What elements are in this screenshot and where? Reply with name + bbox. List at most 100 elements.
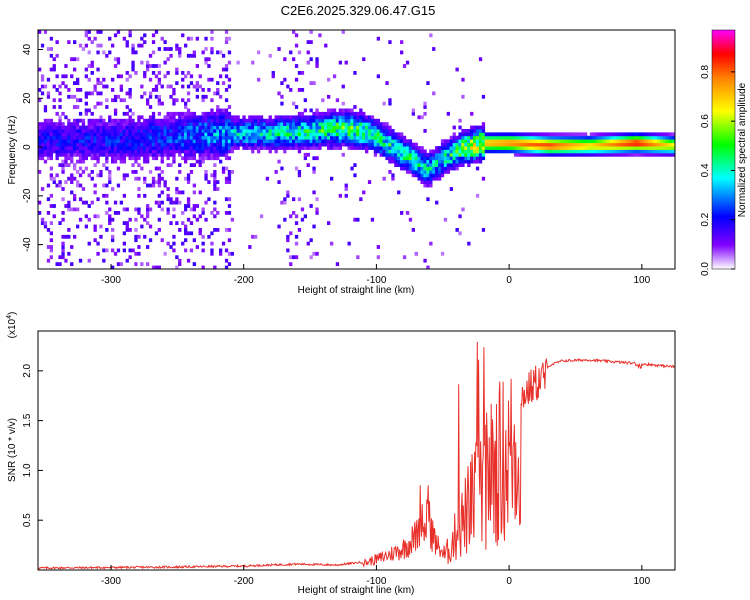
heatmap-cell: [143, 33, 147, 38]
heatmap-cell: [388, 156, 392, 161]
heatmap-cell: [122, 146, 126, 150]
heatmap-cell: [467, 135, 471, 140]
heatmap-cell: [330, 135, 334, 140]
heatmap-cell: [280, 81, 284, 85]
heatmap-cell: [140, 152, 144, 157]
heatmap-cell: [151, 132, 156, 137]
heatmap-cell: [309, 122, 313, 126]
heatmap-cell: [52, 98, 56, 103]
heatmap-cell: [435, 156, 439, 161]
heatmap-cell: [315, 129, 319, 133]
heatmap-cell: [46, 152, 51, 157]
heatmap-cell: [70, 122, 74, 126]
heatmap-cell: [99, 132, 103, 137]
heatmap-cell: [99, 170, 103, 174]
heatmap-cell: [259, 139, 264, 144]
heatmap-cell: [502, 139, 506, 144]
heatmap-cell: [511, 132, 515, 137]
heatmap-cell: [636, 132, 640, 137]
heatmap-cell: [414, 149, 418, 154]
heatmap-cell: [408, 142, 413, 147]
heatmap-cell: [99, 91, 103, 96]
heatmap-cell: [356, 142, 360, 147]
heatmap-cell: [671, 132, 675, 137]
heatmap-cell: [438, 170, 442, 174]
heatmap-cell: [52, 64, 56, 68]
heatmap-cell: [461, 152, 465, 157]
heatmap-cell: [38, 98, 42, 103]
heatmap-cell: [376, 139, 380, 144]
heatmap-cell: [195, 88, 199, 92]
heatmap-cell: [46, 132, 51, 137]
heatmap-cell: [294, 125, 299, 130]
heatmap-cell: [143, 135, 147, 140]
heatmap-cell: [192, 122, 196, 126]
heatmap-cell: [309, 204, 313, 208]
heatmap-cell: [297, 170, 302, 174]
heatmap-cell: [128, 149, 132, 154]
heatmap-cell: [146, 125, 150, 130]
heatmap-cell: [440, 142, 445, 147]
heatmap-cell: [312, 115, 316, 120]
heatmap-cell: [619, 135, 623, 140]
spectrogram-x-tick-label: 100: [633, 275, 650, 286]
heatmap-cell: [148, 132, 153, 137]
heatmap-cell: [481, 149, 486, 154]
heatmap-cell: [148, 91, 153, 96]
heatmap-cell: [306, 146, 310, 150]
heatmap-cell: [657, 146, 661, 150]
heatmap-cell: [102, 50, 106, 55]
heatmap-cell: [475, 146, 480, 150]
heatmap-cell: [113, 142, 118, 147]
heatmap-cell: [385, 135, 389, 140]
heatmap-cell: [350, 139, 354, 144]
heatmap-cell: [324, 125, 328, 130]
heatmap-cell: [473, 159, 477, 164]
heatmap-cell: [262, 146, 267, 150]
heatmap-cell: [116, 125, 121, 130]
heatmap-cell: [169, 84, 173, 89]
heatmap-cell: [90, 200, 94, 205]
heatmap-cell: [332, 139, 337, 144]
heatmap-cell: [210, 30, 214, 34]
heatmap-cell: [108, 118, 112, 123]
heatmap-cell: [184, 159, 188, 164]
heatmap-cell: [122, 142, 126, 147]
heatmap-cell: [642, 135, 646, 140]
heatmap-cell: [455, 156, 459, 161]
heatmap-cell: [76, 98, 80, 103]
heatmap-cell: [125, 125, 129, 130]
heatmap-cell: [146, 221, 150, 225]
heatmap-cell: [473, 146, 477, 150]
heatmap-cell: [67, 122, 71, 126]
heatmap-cell: [292, 142, 296, 147]
heatmap-cell: [38, 139, 42, 144]
heatmap-cell: [484, 146, 488, 150]
heatmap-cell: [356, 146, 360, 150]
spectrogram-x-ticks: -300 -200 -100 0 100: [101, 264, 651, 286]
heatmap-cell: [294, 255, 299, 260]
heatmap-cell: [268, 53, 272, 58]
heatmap-cell: [163, 132, 167, 137]
heatmap-cell: [219, 115, 223, 120]
heatmap-cell: [519, 149, 523, 154]
heatmap-cell: [321, 125, 325, 130]
heatmap-cell: [347, 125, 351, 130]
heatmap-cell: [146, 211, 150, 215]
heatmap-cell: [592, 135, 596, 140]
heatmap-cell: [525, 135, 529, 140]
heatmap-cell: [186, 173, 191, 178]
heatmap-cell: [438, 156, 442, 161]
heatmap-cell: [624, 139, 629, 144]
heatmap-cell: [40, 122, 45, 126]
heatmap-cell: [102, 122, 106, 126]
heatmap-cell: [96, 30, 100, 34]
heatmap-cell: [125, 40, 129, 44]
heatmap-cell: [473, 149, 477, 154]
heatmap-cell: [134, 50, 138, 55]
heatmap-cell: [184, 146, 188, 150]
heatmap-cell: [38, 211, 42, 215]
heatmap-cell: [435, 152, 439, 157]
heatmap-cell: [394, 142, 398, 147]
heatmap-cell: [210, 248, 214, 253]
